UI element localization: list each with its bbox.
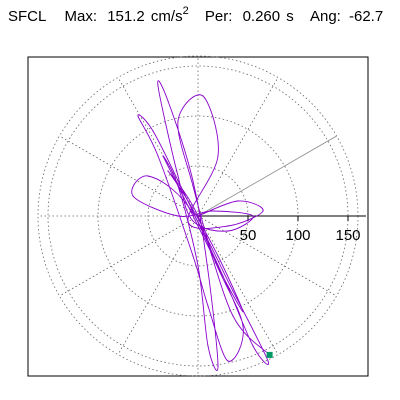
orbit-point-46 (167, 170, 169, 172)
orbit-point-10 (242, 325, 244, 327)
station-code: SFCL (8, 8, 47, 25)
orbit-point-3 (227, 225, 229, 227)
orbit-point-7 (177, 120, 179, 122)
end-marker-layer (266, 351, 273, 358)
orbit-point-23 (147, 175, 149, 177)
orbit-point-11 (227, 360, 229, 362)
grid-spoke-210 (59, 215, 199, 297)
orbit-point-33 (192, 180, 194, 182)
max-unit-base: cm/s (150, 8, 183, 25)
orbit-point-42 (227, 285, 229, 287)
orbit-point-15 (137, 115, 139, 117)
orbit-series-line (131, 80, 270, 371)
orbit-point-41 (202, 235, 204, 237)
orbit-point-29 (192, 220, 194, 222)
orbit-point-39 (162, 155, 164, 157)
orbit-point-9 (212, 255, 214, 257)
orbit-point-25 (177, 215, 179, 217)
max-value: 151.2 (107, 8, 145, 25)
period-value: 0.260 (242, 8, 281, 25)
angle-value: -62.7 (349, 8, 384, 25)
orbit-point-30 (177, 175, 179, 177)
orbit-point-6 (202, 95, 204, 97)
chart-header: SFCL Max: 151.2 cm/s2 Per: 0.260 s Ang: … (8, 5, 384, 34)
max-unit-exponent: 2 (182, 5, 189, 17)
orbit-point-21 (232, 290, 234, 292)
orbit-point-4 (187, 220, 189, 222)
orbit-point-17 (182, 190, 184, 192)
orbit-point-13 (192, 255, 194, 257)
radial-tick-label-50: 50 (240, 227, 257, 244)
orbit-point-5 (217, 155, 219, 157)
period-unit: s (286, 8, 294, 25)
max-label: Max: (64, 8, 98, 25)
orbit-point-18 (222, 275, 224, 277)
radial-axis (198, 215, 366, 221)
orbit-point-40 (182, 195, 184, 197)
tick-labels: 50 100 150 (240, 227, 361, 244)
orbit-point-27 (252, 215, 254, 217)
orbit-point-31 (157, 85, 159, 87)
max-unit: cm/s2 (150, 5, 189, 25)
orbit-point-44 (217, 255, 219, 257)
orbit-point-45 (187, 200, 189, 202)
angle-label: Ang: (309, 8, 341, 25)
orbit-point-14 (157, 155, 159, 157)
orbit-point-48 (232, 315, 234, 317)
orbit-point-8 (192, 185, 194, 187)
plot-frame (27, 56, 369, 377)
orbit-point-2 (262, 210, 264, 212)
orbit-trace (131, 80, 271, 371)
orbit-point-35 (217, 365, 219, 367)
grid-spoke-60 (197, 77, 279, 217)
grid-spoke-240 (117, 215, 199, 355)
period-label: Per: (204, 8, 233, 25)
orbit-point-36 (207, 345, 209, 347)
radial-tick-label-150: 150 (335, 227, 360, 244)
orbit-point-26 (212, 210, 214, 212)
orbit-point-19 (252, 345, 254, 347)
orbit-point-43 (242, 310, 244, 312)
orbit-point-24 (132, 195, 134, 197)
grid-spoke-300 (197, 215, 279, 355)
radial-tick-label-100: 100 (285, 227, 310, 244)
orbit-point-1 (237, 200, 239, 202)
orbit-point-16 (152, 130, 154, 132)
grid-spoke-150 (59, 135, 199, 217)
orbit-point-47 (197, 215, 199, 217)
orbit-point-22 (187, 205, 189, 207)
grid-spoke-330 (197, 215, 337, 297)
orbit-point-38 (177, 185, 179, 187)
grid-spoke-120 (117, 77, 199, 217)
orbit-point-34 (207, 270, 209, 272)
orbit-point-32 (167, 100, 169, 102)
orbit-point-20 (267, 360, 269, 362)
orbit-point-37 (197, 265, 199, 267)
end-point-marker (266, 351, 273, 358)
grid-spoke-30 (197, 135, 337, 217)
orbit-point-28 (227, 230, 229, 232)
orbit-point-12 (207, 305, 209, 307)
